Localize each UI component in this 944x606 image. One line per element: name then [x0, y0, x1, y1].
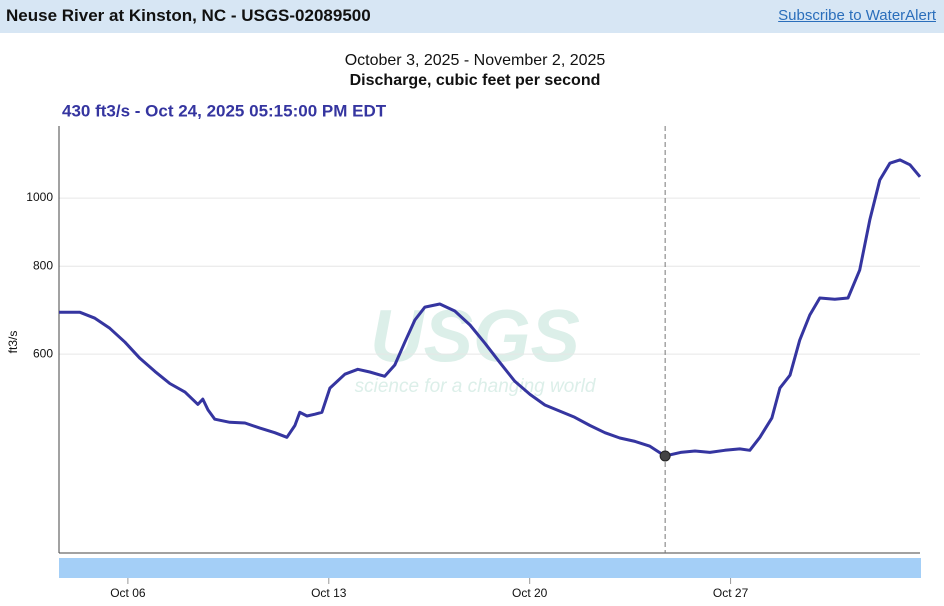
range-brush[interactable] — [59, 558, 921, 578]
y-tick-label: 800 — [33, 258, 53, 272]
site-title: Neuse River at Kinston, NC - USGS-020895… — [6, 6, 371, 25]
x-tick-label: Oct 13 — [311, 586, 347, 600]
x-tick-label: Oct 20 — [512, 586, 548, 600]
date-range: October 3, 2025 - November 2, 2025 — [345, 52, 606, 69]
subscribe-link[interactable]: Subscribe to WaterAlert — [778, 7, 936, 24]
cursor-label: 430 ft3/s - Oct 24, 2025 05:15:00 PM EDT — [62, 101, 387, 120]
header-bar: Neuse River at Kinston, NC - USGS-020895… — [0, 0, 944, 33]
y-axis-label: ft3/s — [6, 331, 20, 354]
y-tick-label: 1000 — [26, 190, 53, 204]
x-tick-label: Oct 06 — [110, 586, 146, 600]
watermark-tagline: science for a changing world — [355, 376, 597, 397]
watermark-logo: USGS — [370, 295, 580, 378]
discharge-line — [59, 158, 922, 458]
cursor-point — [659, 450, 671, 462]
chart-title: Discharge, cubic feet per second — [350, 72, 601, 89]
x-tick-label: Oct 27 — [713, 586, 749, 600]
y-tick-label: 600 — [33, 346, 53, 360]
